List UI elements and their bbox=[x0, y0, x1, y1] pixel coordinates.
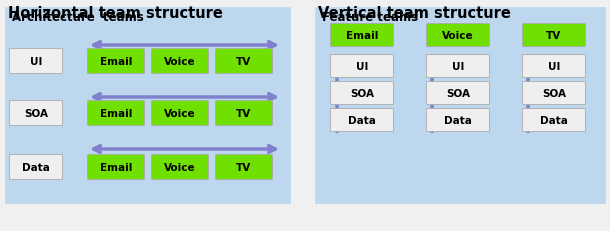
Text: Voice: Voice bbox=[442, 31, 474, 41]
Text: Architecture  teams: Architecture teams bbox=[12, 11, 144, 24]
FancyBboxPatch shape bbox=[331, 55, 393, 78]
FancyBboxPatch shape bbox=[523, 24, 586, 47]
Text: TV: TV bbox=[237, 109, 251, 119]
Text: UI: UI bbox=[452, 62, 464, 72]
Text: TV: TV bbox=[547, 31, 562, 41]
Text: Voice: Voice bbox=[164, 162, 196, 172]
FancyBboxPatch shape bbox=[331, 82, 393, 105]
Text: Data: Data bbox=[444, 116, 472, 125]
Text: SOA: SOA bbox=[24, 109, 48, 119]
FancyBboxPatch shape bbox=[426, 24, 489, 47]
Text: Feature teams: Feature teams bbox=[322, 11, 418, 24]
Text: Vertical team structure: Vertical team structure bbox=[318, 6, 511, 21]
FancyBboxPatch shape bbox=[426, 55, 489, 78]
Text: TV: TV bbox=[237, 162, 251, 172]
Text: Horizontal team structure: Horizontal team structure bbox=[8, 6, 223, 21]
FancyBboxPatch shape bbox=[331, 24, 393, 47]
FancyBboxPatch shape bbox=[215, 101, 273, 126]
Text: Voice: Voice bbox=[164, 57, 196, 67]
Text: Email: Email bbox=[100, 162, 132, 172]
Text: Email: Email bbox=[100, 57, 132, 67]
FancyBboxPatch shape bbox=[215, 49, 273, 74]
Text: Email: Email bbox=[346, 31, 378, 41]
Text: TV: TV bbox=[237, 57, 251, 67]
Text: SOA: SOA bbox=[542, 89, 566, 99]
FancyBboxPatch shape bbox=[331, 109, 393, 132]
Text: UI: UI bbox=[30, 57, 42, 67]
Bar bbox=[5, 8, 290, 203]
Text: Email: Email bbox=[100, 109, 132, 119]
FancyBboxPatch shape bbox=[523, 109, 586, 132]
FancyBboxPatch shape bbox=[151, 49, 209, 74]
FancyBboxPatch shape bbox=[87, 49, 145, 74]
FancyBboxPatch shape bbox=[523, 82, 586, 105]
FancyBboxPatch shape bbox=[10, 155, 62, 180]
Text: UI: UI bbox=[356, 62, 368, 72]
Text: Data: Data bbox=[540, 116, 568, 125]
FancyBboxPatch shape bbox=[151, 155, 209, 180]
FancyBboxPatch shape bbox=[426, 109, 489, 132]
FancyBboxPatch shape bbox=[87, 155, 145, 180]
FancyBboxPatch shape bbox=[10, 49, 62, 74]
FancyBboxPatch shape bbox=[87, 101, 145, 126]
Text: Data: Data bbox=[348, 116, 376, 125]
Text: UI: UI bbox=[548, 62, 560, 72]
FancyBboxPatch shape bbox=[523, 55, 586, 78]
Text: Data: Data bbox=[22, 162, 50, 172]
FancyBboxPatch shape bbox=[215, 155, 273, 180]
FancyBboxPatch shape bbox=[151, 101, 209, 126]
Text: SOA: SOA bbox=[446, 89, 470, 99]
Text: Voice: Voice bbox=[164, 109, 196, 119]
Text: SOA: SOA bbox=[350, 89, 374, 99]
Bar bbox=[315, 8, 605, 203]
FancyBboxPatch shape bbox=[10, 101, 62, 126]
FancyBboxPatch shape bbox=[426, 82, 489, 105]
